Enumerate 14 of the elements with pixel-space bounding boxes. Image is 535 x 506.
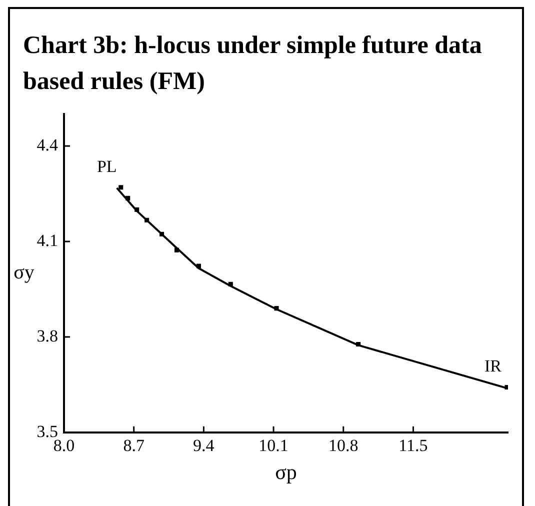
x-axis-title: σp bbox=[275, 460, 297, 484]
x-tick-label: 10.8 bbox=[328, 436, 358, 456]
annotation: PL bbox=[96, 156, 117, 176]
x-tick-label: 10.1 bbox=[258, 436, 288, 456]
y-tick-label: 4.1 bbox=[36, 230, 58, 250]
y-tick-label: 4.4 bbox=[36, 135, 58, 154]
y-axis-title: σy bbox=[14, 262, 34, 284]
x-tick-label: 11.5 bbox=[398, 436, 428, 456]
x-tick-label: 8.7 bbox=[123, 436, 145, 456]
chart-title: Chart 3b: h-locus under simple future data based rules (FM) bbox=[23, 31, 483, 97]
annotation: IR bbox=[484, 356, 502, 376]
y-tick-label: 3.8 bbox=[36, 326, 58, 346]
point bbox=[118, 185, 124, 190]
x-tick-label: 9.4 bbox=[193, 436, 215, 456]
